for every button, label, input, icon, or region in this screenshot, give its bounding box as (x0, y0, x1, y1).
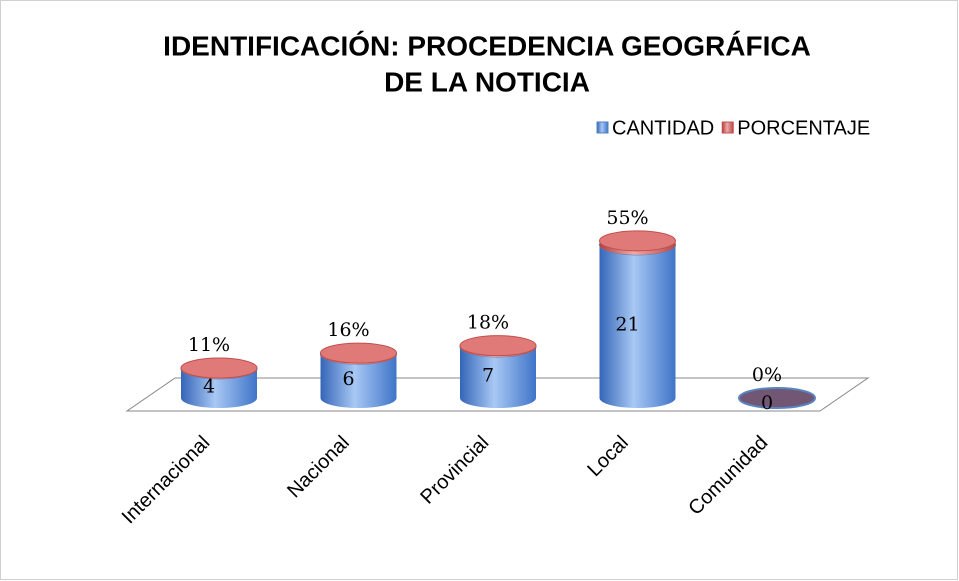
cylinder-top (599, 230, 676, 252)
legend-label: CANTIDAD (612, 117, 714, 139)
data-label: 55% (606, 207, 648, 229)
data-label: 18% (467, 312, 509, 334)
cylinder-body (460, 346, 536, 408)
cylinder-top (320, 342, 397, 364)
data-label: 0 (761, 392, 773, 414)
legend-swatch (721, 121, 734, 134)
data-label: 4 (203, 375, 215, 397)
cylinder-body (320, 354, 397, 408)
data-label: 21 (615, 313, 639, 335)
data-label: 16% (327, 319, 369, 341)
data-label: 7 (482, 364, 494, 386)
legend-label: PORCENTAJE (737, 117, 870, 139)
data-label: 0% (752, 364, 782, 386)
cylinder-top (459, 335, 537, 357)
legend-swatch (596, 121, 609, 134)
cylinder-top (180, 357, 258, 379)
data-label: 11% (188, 334, 230, 356)
cylinder-body (599, 244, 676, 408)
legend: CANTIDAD PORCENTAJE (596, 117, 870, 139)
chart-title: DE LA NOTICIA (384, 66, 590, 97)
chart-title: IDENTIFICACIÓN: PROCEDENCIA GEOGRÁFICA (163, 30, 811, 61)
data-label: 6 (342, 368, 354, 390)
cylinder-body (181, 368, 257, 408)
cylinder-empty (738, 387, 816, 409)
